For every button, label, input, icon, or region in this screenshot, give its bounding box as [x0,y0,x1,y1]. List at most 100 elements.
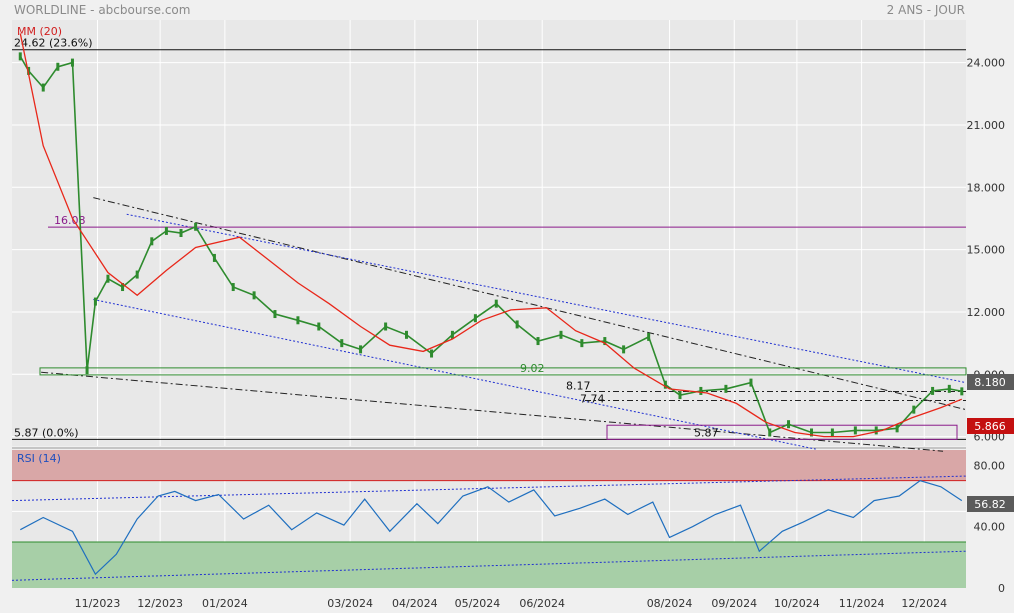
level-label-24-62: 24.62 (23.6%) [14,37,93,50]
rsi-legend: RSI (14) [17,452,61,465]
x-tick-label: 12/2024 [901,597,947,610]
price-candle [663,380,667,389]
rsi-tick-label: 80.00 [974,459,1006,472]
rsi-tick-label: 0 [998,582,1005,595]
rsi-tick-label: 40.00 [974,521,1006,534]
rsi-value-badge-bg [967,496,1014,512]
moving-average-line [19,33,963,438]
price-candle [787,420,791,429]
ma-legend: MM (20) [17,25,62,38]
level-box-9-02 [39,367,967,376]
price-candle [603,337,607,346]
level-label-5-87: 5.87 [694,426,719,439]
x-tick-label: 04/2024 [392,597,438,610]
level-label-16-08: 16.08 [54,214,86,227]
channel-lower-line [93,299,816,450]
price-candle [106,274,110,283]
price-candle [179,229,183,237]
x-tick-label: 05/2024 [455,597,501,610]
price-candle [580,339,584,348]
price-candle [340,339,344,348]
price-candle [931,386,935,395]
price-candle [559,330,563,339]
price-candle [768,428,772,437]
price-candle [830,428,834,437]
low-price-badge-text: 5.866 [974,420,1006,433]
price-candle [194,222,198,231]
price-candle [450,330,454,339]
level-label-9-02: 9.02 [520,362,545,375]
level-label-7-74: 7.74 [580,392,605,405]
price-tick-label: 21.000 [967,119,1006,132]
price-candle [56,62,60,71]
price-candle [749,378,753,387]
header-right: 2 ANS - JOUR [887,3,965,17]
price-candle [515,320,519,329]
price-candle [212,253,216,262]
price-tick-label: 18.000 [967,181,1006,194]
rsi-y-axis: 80.00 40.00 0 [974,459,1006,595]
price-tick-label: 15.000 [967,244,1006,257]
price-candle [947,384,951,393]
consolidation-box [606,424,958,440]
price-candle [895,424,899,433]
oversold-zone [12,542,966,588]
price-candle [430,349,434,358]
price-candle [912,405,916,414]
x-tick-label: 06/2024 [519,597,565,610]
price-candle [135,270,139,279]
price-candle [724,384,728,393]
rsi-lower-trendline [11,550,967,581]
x-tick-label: 11/2024 [839,597,885,610]
price-marks [18,33,964,576]
rsi-value-badge-text: 56.82 [974,498,1006,511]
x-tick-label: 03/2024 [327,597,373,610]
price-candle [384,322,388,331]
price-candle [296,316,300,325]
low-price-badge: 5.866 [967,418,1014,434]
support-trendline [41,371,944,452]
low-price-badge-bg [967,418,1014,434]
price-candle [960,387,964,396]
price-candle [874,426,878,435]
price-candle [93,297,97,306]
x-tick-label: 10/2024 [774,597,820,610]
price-candle [473,314,477,323]
price-candle [699,386,703,395]
last-price-badge-text: 8.180 [974,376,1006,389]
channel-upper-line [126,213,967,384]
level-label-5-87-pct: 5.87 (0.0%) [14,426,79,439]
x-tick-label: 12/2023 [137,597,183,610]
rsi-line [20,480,963,576]
price-candle [647,332,651,341]
price-tick-label: 24.000 [967,57,1006,70]
price-candle [317,322,321,331]
price-candle [121,283,125,292]
price-candle [494,299,498,308]
price-candle [164,226,168,235]
price-candle [70,58,74,67]
x-tick-label: 08/2024 [647,597,693,610]
price-candle [27,66,31,75]
level-label-8-17: 8.17 [566,380,591,393]
price-panel [12,20,966,446]
header-left: WORLDLINE - abcbourse.com [14,3,190,17]
price-candle [273,310,277,319]
price-candle [150,237,154,246]
price-candle [622,345,626,354]
price-candle [853,426,857,435]
last-price-badge-bg [967,374,1014,390]
price-candle [18,52,22,61]
price-candle [231,283,235,292]
overbought-zone [12,450,966,481]
x-tick-label: 01/2024 [202,597,248,610]
x-tick-label: 09/2024 [711,597,757,610]
price-levels: 24.62 (23.6%) 16.08 9.02 8.177.74 5.87 (0.0%… [12,37,967,440]
price-candle [678,391,682,400]
price-candle [810,428,814,437]
price-tick-label: 12.000 [967,306,1006,319]
price-candle [252,291,256,300]
x-tick-label: 11/2023 [75,597,121,610]
rsi-value-badge: 56.82 [967,496,1014,512]
